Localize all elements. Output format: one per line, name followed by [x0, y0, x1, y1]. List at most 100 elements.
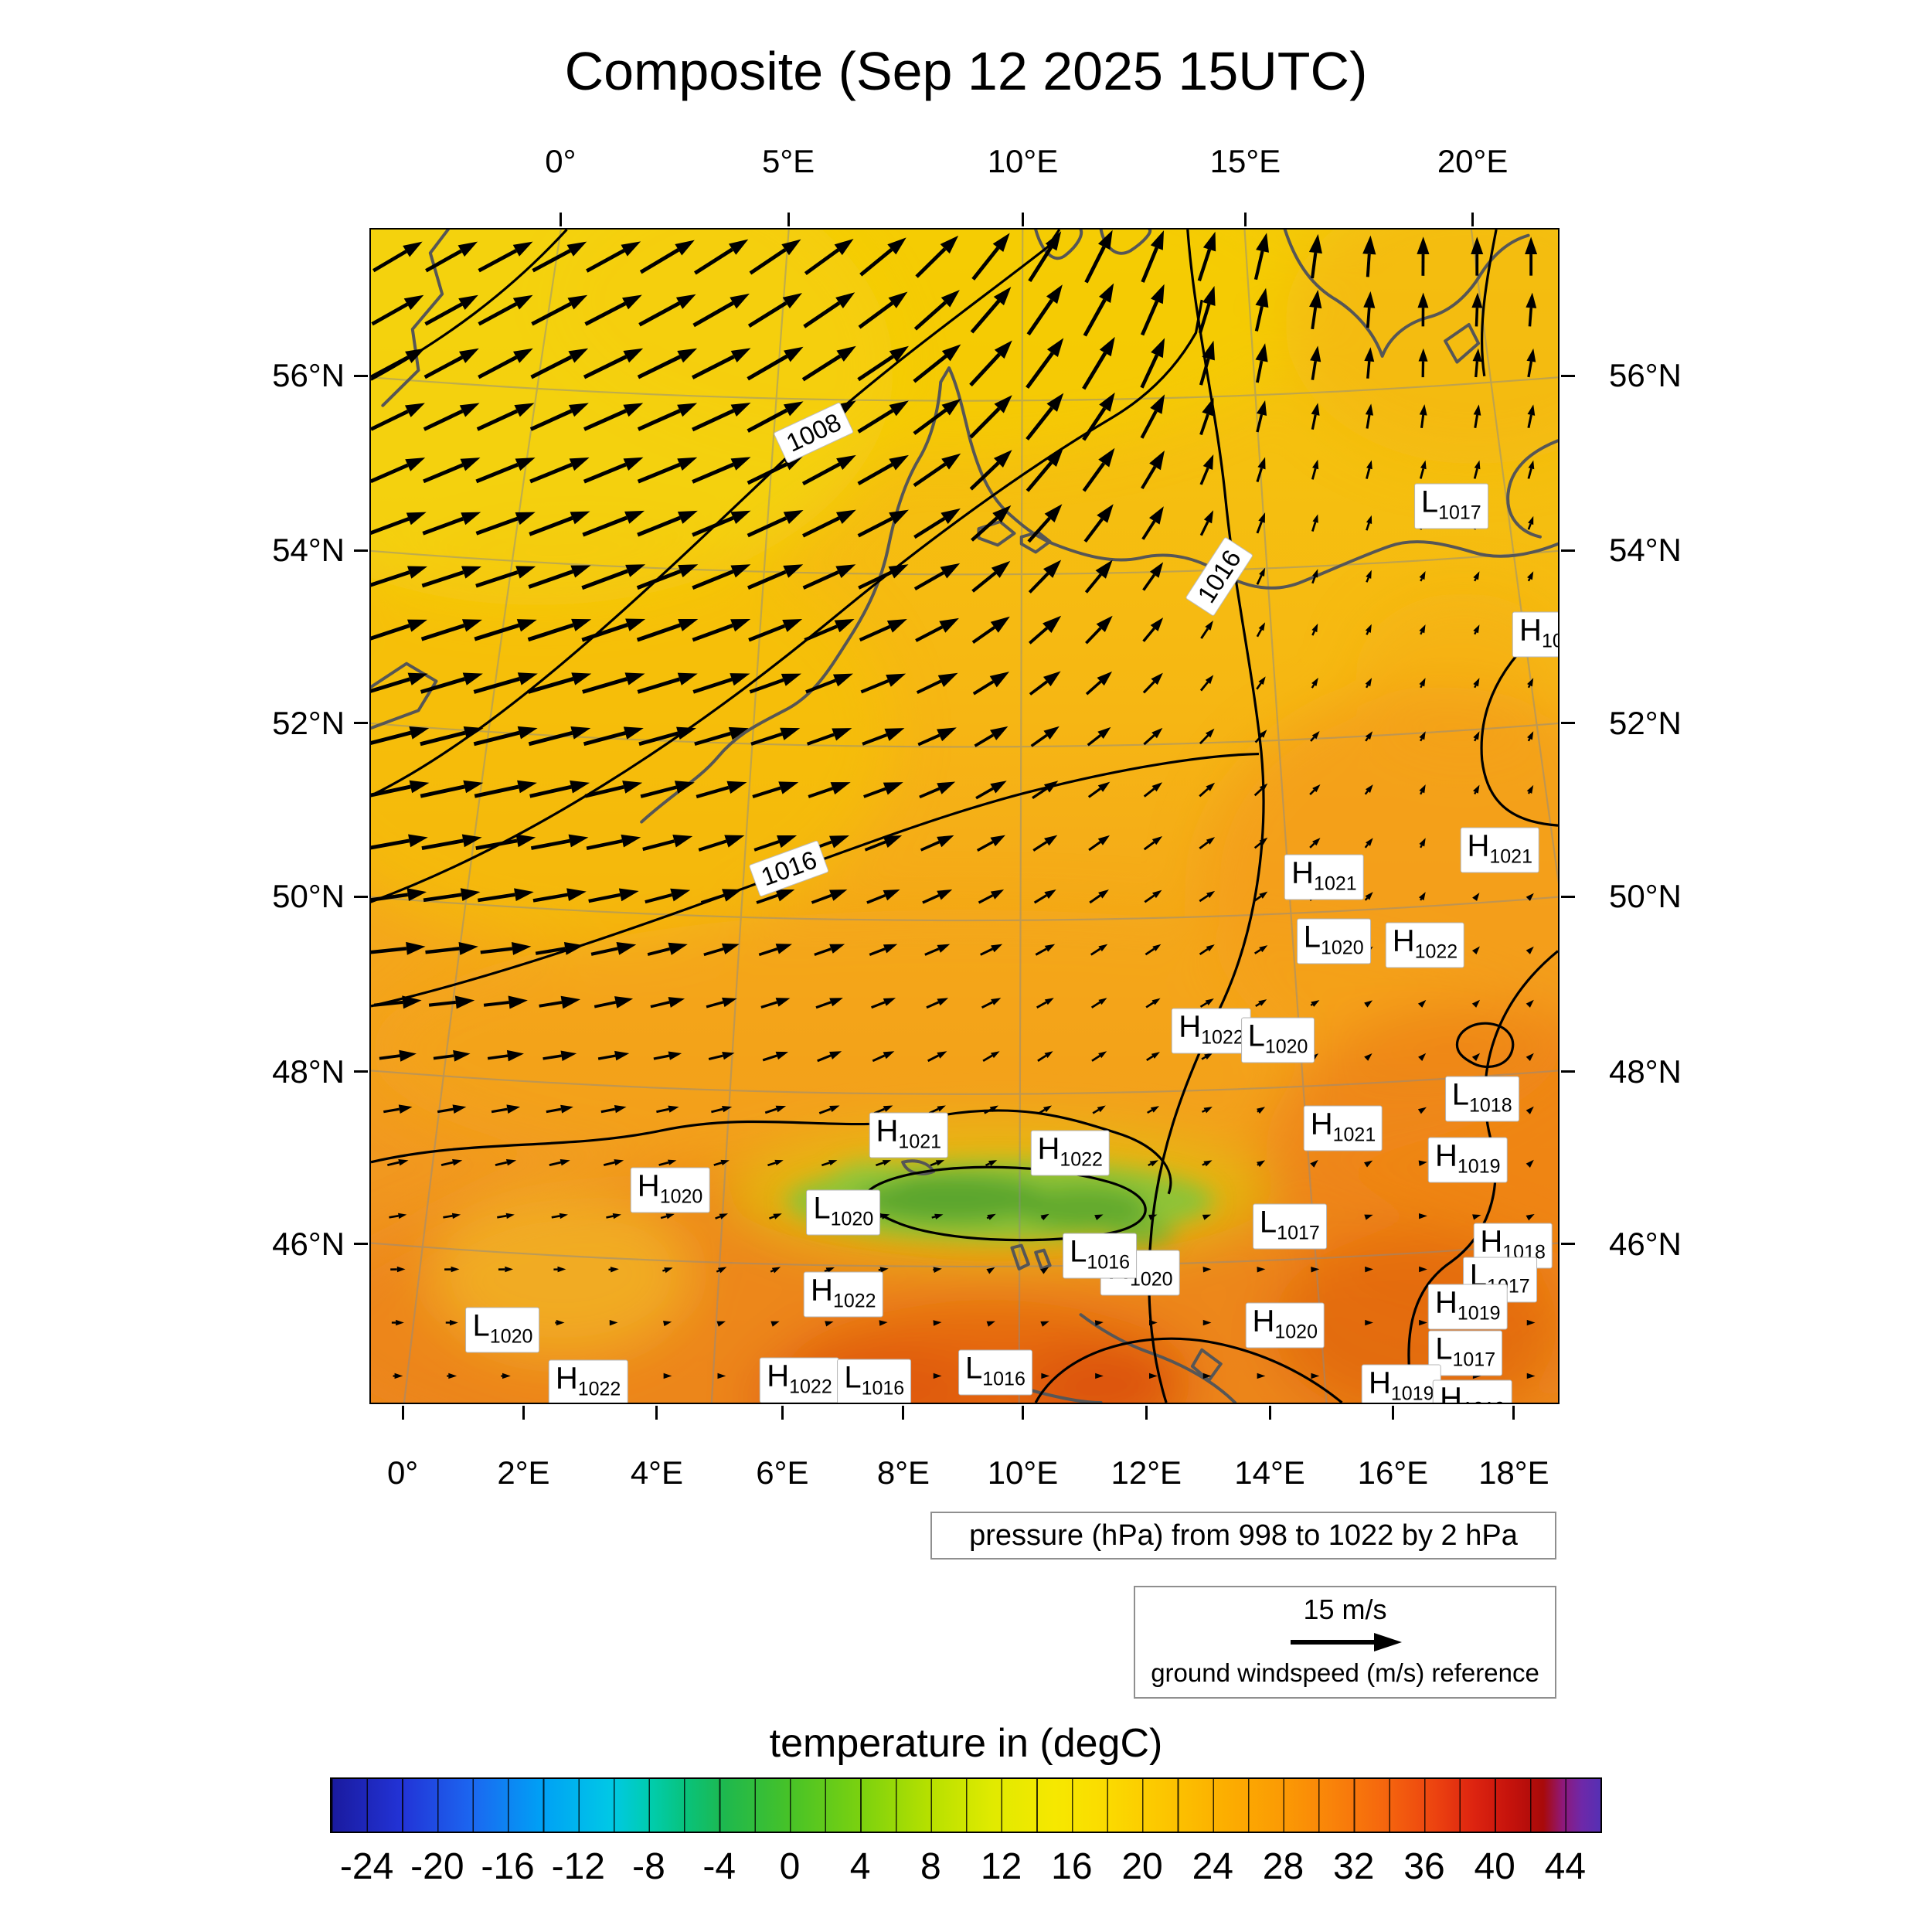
axis-label-bottom: 0°: [387, 1454, 419, 1491]
wind-arrow: [869, 944, 898, 956]
wind-arrow: [879, 1320, 888, 1326]
axis-label-right: 54°N: [1609, 532, 1682, 569]
wind-arrow: [913, 344, 961, 383]
wind-arrow: [1253, 233, 1269, 281]
wind-arrow: [645, 888, 691, 904]
wind-arrow: [447, 1372, 457, 1379]
wind-arrow: [972, 672, 1010, 696]
wind-arrow: [1309, 290, 1322, 330]
colorbar-tick-label: 28: [1262, 1846, 1304, 1887]
colorbar-tick-label: 8: [920, 1846, 941, 1887]
wind-arrow: [801, 345, 856, 382]
wind-arrow: [478, 241, 533, 273]
axis-label-right: 52°N: [1609, 704, 1682, 741]
wind-arrow: [1145, 998, 1161, 1009]
wind-arrow: [717, 1372, 726, 1379]
wind-arrow: [647, 942, 688, 956]
wind-arrow: [1255, 343, 1268, 383]
wind-arrow: [802, 509, 856, 538]
wind-arrow: [583, 457, 644, 484]
wind-arrow: [433, 1049, 471, 1062]
wind-arrow: [1028, 560, 1062, 594]
wind-arrow: [758, 944, 792, 957]
wind-arrow: [583, 403, 644, 431]
axis-label-bottom: 14°E: [1234, 1454, 1305, 1491]
wind-arrow: [767, 1159, 784, 1167]
wind-arrow: [423, 457, 481, 484]
wind-arrow: [1199, 510, 1214, 536]
wind-arrow: [424, 294, 478, 326]
wind-arrow: [1148, 1214, 1158, 1220]
wind-arrow: [1029, 615, 1062, 645]
colorbar-tick-label: 16: [1051, 1846, 1093, 1887]
wind-arrows: [371, 230, 1538, 1379]
wind-arrow: [706, 997, 737, 1009]
wind-arrow: [1032, 781, 1059, 800]
wind-arrow: [1143, 727, 1163, 746]
wind-arrow: [1471, 946, 1480, 954]
wind-arrow: [1417, 999, 1427, 1008]
wind-arrow: [857, 345, 909, 382]
colorbar-tick-label: 36: [1403, 1846, 1445, 1887]
wind-arrow: [985, 1160, 998, 1167]
wind-arrow: [971, 233, 1010, 281]
colorbar-tick-label: 24: [1192, 1846, 1233, 1887]
wind-arrow: [1040, 1213, 1049, 1221]
axis-tick-right: [1561, 549, 1575, 552]
wind-arrow: [1140, 284, 1165, 336]
axis-label-left: 54°N: [272, 532, 345, 569]
axis-label-left: 52°N: [272, 704, 345, 741]
wind-arrow: [1363, 291, 1376, 328]
wind-arrow: [597, 1050, 630, 1061]
wind-arrow: [1026, 284, 1063, 336]
wind-arrow: [1041, 1372, 1050, 1379]
wind-arrow: [986, 1213, 996, 1220]
wind-arrow: [1082, 392, 1115, 441]
axis-tick-left: [354, 1243, 368, 1246]
wind-arrow: [636, 564, 699, 590]
wind-arrow: [1311, 623, 1318, 636]
axis-label-right: 56°N: [1609, 357, 1682, 394]
wind-arrow: [716, 1321, 726, 1327]
colorbar-tick-label: -12: [551, 1846, 605, 1887]
wind-arrow: [1082, 336, 1115, 390]
wind-arrow: [590, 942, 637, 956]
wind-arrow: [529, 403, 589, 431]
wind-arrow: [878, 1267, 889, 1273]
colorbar-tick-label: 12: [980, 1846, 1022, 1887]
wind-arrow: [933, 1320, 942, 1326]
wind-arrow: [581, 564, 646, 590]
wind-arrow: [1202, 1160, 1213, 1167]
axis-tick-top: [1021, 213, 1024, 226]
axis-label-bottom: 4°E: [630, 1454, 683, 1491]
axis-tick-bottom: [1391, 1406, 1394, 1420]
wind-arrow: [528, 565, 591, 589]
wind-arrow: [1472, 1214, 1481, 1220]
wind-arrow: [750, 727, 801, 746]
wind-arrow: [1419, 404, 1427, 429]
wind-arrow: [817, 1051, 842, 1063]
wind-arrow: [1089, 889, 1109, 904]
wind-arrow: [708, 1051, 735, 1061]
wind-arrow: [872, 1051, 895, 1063]
wind-arrow: [1199, 728, 1215, 745]
wind-arrow: [1257, 1160, 1266, 1168]
colorbar-tick-label: -20: [410, 1846, 464, 1887]
wind-arrow: [1417, 292, 1429, 327]
wind-arrow: [748, 618, 803, 642]
wind-arrow: [752, 781, 799, 798]
wind-arrow: [420, 619, 482, 641]
wind-arrow: [498, 1266, 514, 1273]
wind-arrow: [501, 1372, 511, 1379]
page-title: Composite (Sep 12 2025 15UTC): [564, 41, 1368, 101]
axis-tick-left: [354, 1070, 368, 1073]
wind-arrow: [1365, 624, 1372, 635]
wind-arrow: [1142, 617, 1164, 642]
wind-arrow: [1033, 889, 1056, 904]
axis-label-top: 5°E: [761, 143, 815, 179]
wind-arrow: [713, 1159, 730, 1166]
colorbar-tick-label: 40: [1474, 1846, 1515, 1887]
wind-arrow: [1471, 292, 1483, 327]
wind-arrow: [473, 726, 538, 747]
wind-arrow: [475, 457, 536, 484]
